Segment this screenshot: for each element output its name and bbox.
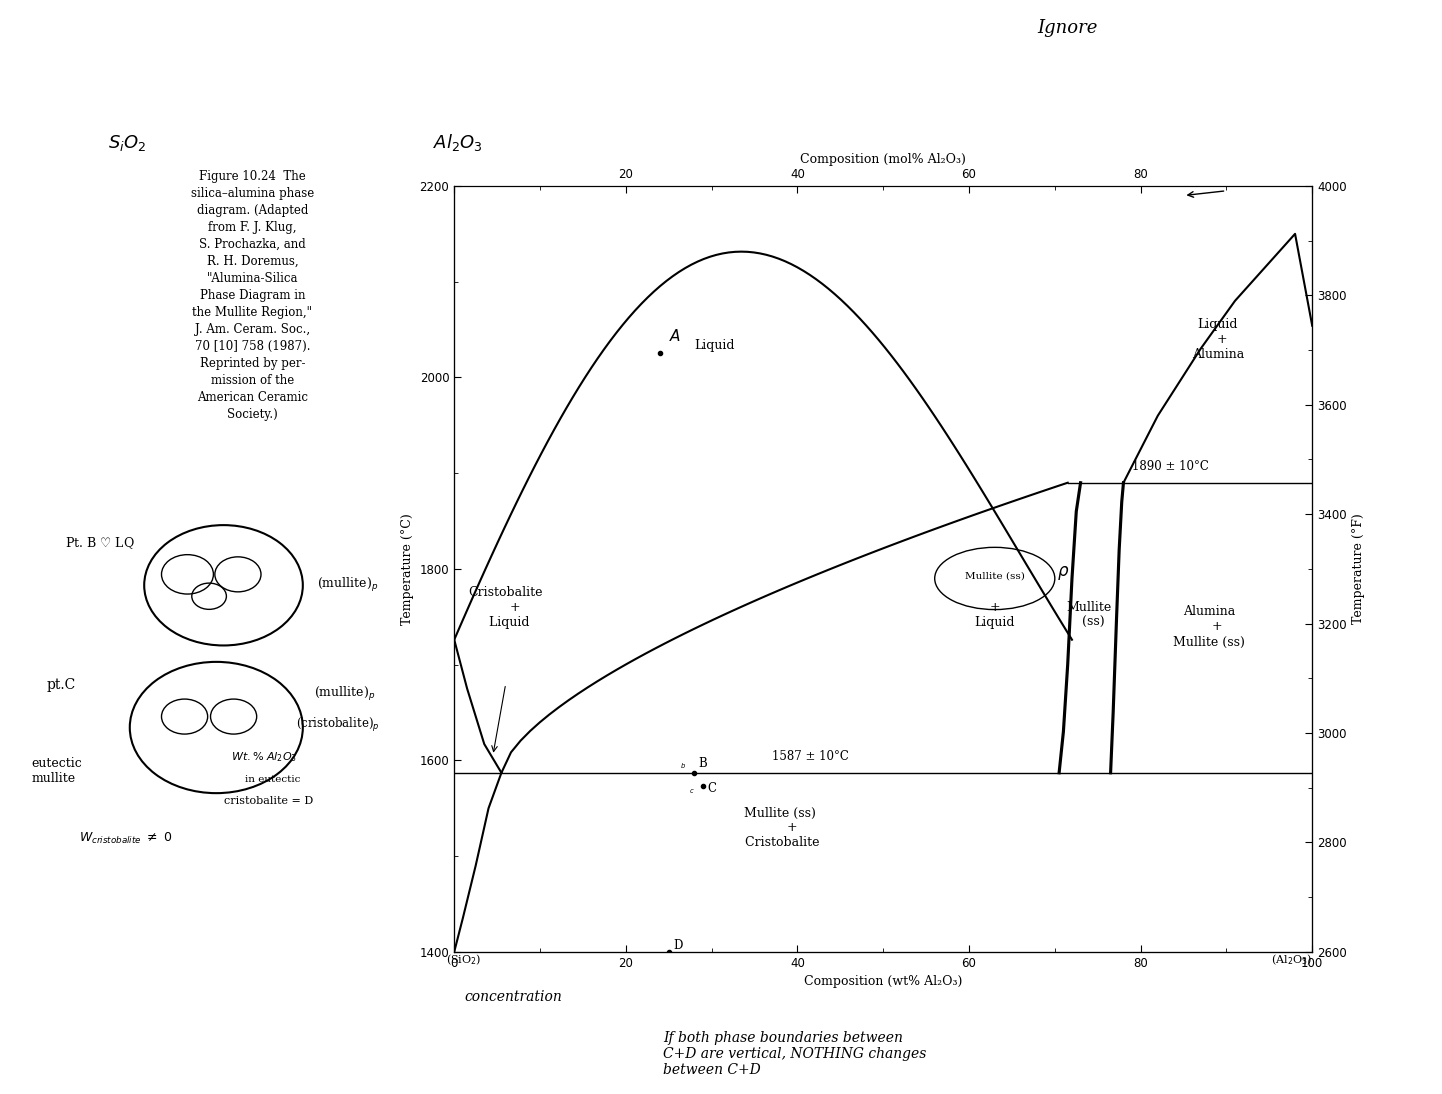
Text: $\rho$: $\rho$ [1057, 563, 1070, 582]
Text: C: C [708, 782, 717, 795]
Text: (mullite)$_p$: (mullite)$_p$ [314, 685, 376, 703]
X-axis label: Composition (wt% Al₂O₃): Composition (wt% Al₂O₃) [805, 975, 962, 988]
Text: 1890 ± 10°C: 1890 ± 10°C [1132, 461, 1208, 473]
Text: Cristobalite
     +
  Liquid: Cristobalite + Liquid [469, 586, 544, 629]
Text: in eutectic: in eutectic [245, 776, 300, 784]
Text: Liquid
  +
Alumina: Liquid + Alumina [1191, 318, 1244, 361]
Text: B: B [699, 757, 708, 770]
Text: (Al$_2$O$_3$): (Al$_2$O$_3$) [1270, 953, 1312, 967]
Text: concentration: concentration [464, 990, 562, 1004]
Text: Alumina
    +
Mullite (ss): Alumina + Mullite (ss) [1174, 605, 1246, 649]
Text: +: + [989, 601, 1001, 614]
Y-axis label: Temperature (°C): Temperature (°C) [401, 513, 414, 625]
Text: cristobalite = D: cristobalite = D [224, 796, 313, 806]
Text: $_b$: $_b$ [679, 761, 686, 771]
Text: If both phase boundaries between
C+D are vertical, NOTHING changes
between C+D: If both phase boundaries between C+D are… [663, 1031, 927, 1076]
Text: $\mathit{Al_2O_3}$: $\mathit{Al_2O_3}$ [433, 131, 483, 153]
Text: $Wt.\%\ Al_2O_3$: $Wt.\%\ Al_2O_3$ [231, 750, 297, 764]
Text: $A$: $A$ [669, 328, 681, 344]
Text: Liquid: Liquid [695, 339, 735, 351]
Text: 1587 ± 10°C: 1587 ± 10°C [771, 750, 848, 764]
Text: $_c$: $_c$ [689, 787, 695, 795]
X-axis label: Composition (mol% Al₂O₃): Composition (mol% Al₂O₃) [800, 152, 966, 165]
Text: (mullite)$_p$: (mullite)$_p$ [317, 575, 379, 594]
Text: eutectic
mullite: eutectic mullite [32, 757, 82, 785]
Text: pt.C: pt.C [46, 678, 75, 693]
Text: $\mathit{S_{i}O_{2}}$: $\mathit{S_{i}O_{2}}$ [108, 132, 147, 153]
Text: Mullite (ss): Mullite (ss) [965, 571, 1025, 580]
Text: Ignore: Ignore [1037, 19, 1097, 37]
Text: Pt. B $\heartsuit$ LQ: Pt. B $\heartsuit$ LQ [65, 535, 134, 551]
Text: Figure 10.24  The
silica–alumina phase
diagram. (Adapted
from F. J. Klug,
S. Pro: Figure 10.24 The silica–alumina phase di… [190, 170, 314, 420]
Y-axis label: Temperature (°F): Temperature (°F) [1353, 513, 1366, 625]
Text: $W_{cristobalite}\ \neq\ 0$: $W_{cristobalite}\ \neq\ 0$ [79, 831, 173, 847]
Text: Mullite (ss)
      +
 Cristobalite: Mullite (ss) + Cristobalite [741, 806, 819, 849]
Text: (cristobalite)$_p$: (cristobalite)$_p$ [296, 715, 379, 734]
Text: D: D [673, 939, 682, 952]
Text: Liquid: Liquid [975, 616, 1015, 629]
Text: (SiO$_2$): (SiO$_2$) [446, 953, 482, 967]
Text: Mullite
  (ss): Mullite (ss) [1067, 602, 1112, 629]
